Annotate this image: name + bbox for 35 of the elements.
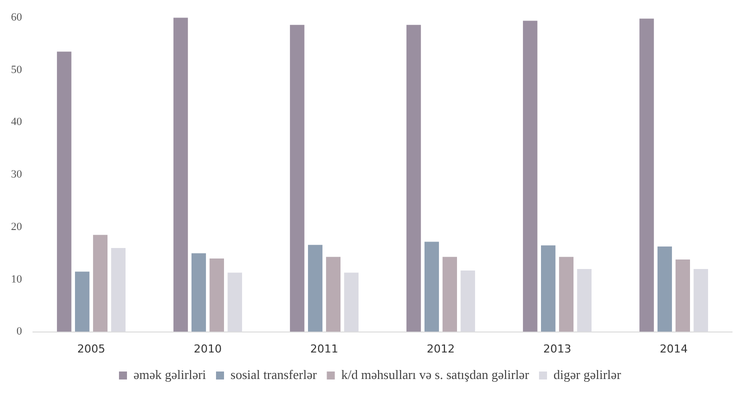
y-tick-label: 50: [11, 64, 22, 76]
x-tick-label: 2011: [310, 342, 338, 356]
x-tick-label: 2012: [426, 342, 455, 356]
bar: [75, 272, 90, 332]
x-tick-label: 2013: [543, 342, 572, 356]
bar: [522, 20, 538, 332]
bar: [173, 18, 188, 332]
y-tick-label: 10: [11, 273, 22, 286]
bar: [442, 256, 457, 332]
y-tick-label: 30: [11, 168, 22, 181]
legend-label: k/d məhsulları və s. satışdan gəlirlər: [341, 366, 530, 382]
bar: [56, 52, 72, 332]
bar: [290, 24, 304, 332]
y-tick-label: 0: [16, 326, 22, 338]
bar: [658, 246, 672, 332]
legend-label: digər gəlirlər: [554, 366, 622, 382]
bar: [326, 256, 340, 332]
bar: [210, 258, 224, 332]
bar: [639, 18, 654, 332]
x-tick-label: 2010: [194, 342, 222, 356]
bar: [559, 256, 574, 332]
bar: [93, 234, 108, 332]
bar: [406, 24, 421, 332]
bar: [541, 245, 556, 332]
x-tick-label: 2005: [77, 342, 106, 356]
bar: [308, 244, 322, 332]
x-tick-label: 2014: [660, 342, 688, 356]
y-tick-label: 20: [11, 220, 22, 233]
legend-label: əmək gəlirləri: [133, 366, 206, 382]
legend-label: sosial transferlər: [230, 366, 318, 382]
bar: [192, 253, 206, 332]
y-tick-label: 60: [11, 11, 22, 24]
bar: [676, 260, 690, 332]
y-tick-label: 40: [11, 116, 22, 128]
bar: [424, 242, 439, 332]
